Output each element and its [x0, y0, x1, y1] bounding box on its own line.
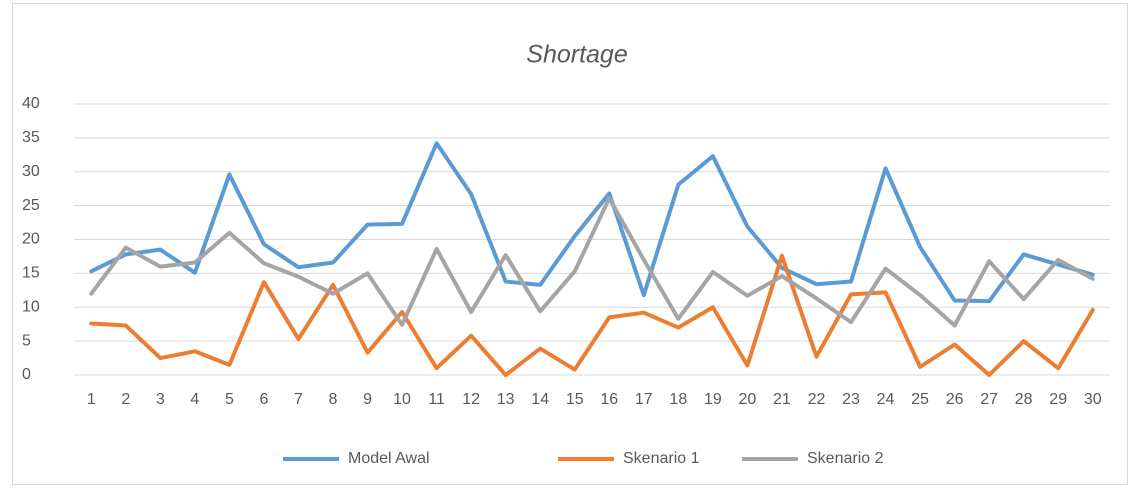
x-tick-label: 14 — [531, 391, 549, 408]
x-tick-label: 27 — [980, 391, 998, 408]
y-tick-label: 25 — [22, 197, 40, 214]
x-tick-label: 3 — [156, 391, 165, 408]
legend-label: Skenario 2 — [807, 450, 884, 467]
x-tick-label: 30 — [1084, 391, 1102, 408]
x-tick-label: 4 — [190, 391, 199, 408]
x-tick-label: 7 — [294, 391, 303, 408]
y-tick-label: 15 — [22, 265, 40, 282]
x-tick-label: 8 — [329, 391, 338, 408]
y-tick-label: 5 — [22, 332, 31, 349]
x-tick-label: 12 — [462, 391, 480, 408]
x-tick-label: 29 — [1049, 391, 1067, 408]
y-tick-label: 40 — [22, 95, 40, 112]
y-tick-label: 30 — [22, 163, 40, 180]
x-tick-label: 17 — [635, 391, 653, 408]
x-tick-label: 11 — [428, 391, 445, 408]
y-tick-label: 10 — [22, 298, 40, 315]
x-tick-label: 15 — [566, 391, 584, 408]
series-line — [89, 253, 1095, 377]
x-tick-label: 6 — [259, 391, 268, 408]
y-tick-label: 35 — [22, 129, 40, 146]
x-tick-label: 19 — [704, 391, 722, 408]
x-tick-label: 2 — [121, 391, 130, 408]
x-tick-label: 25 — [911, 391, 929, 408]
x-tick-label: 1 — [87, 391, 96, 408]
legend-label: Model Awal — [348, 450, 430, 467]
x-tick-label: 21 — [773, 391, 791, 408]
x-tick-label: 20 — [739, 391, 757, 408]
chart-title: Shortage — [526, 41, 627, 69]
y-tick-label: 20 — [22, 231, 40, 248]
x-tick-label: 18 — [669, 391, 687, 408]
x-tick-label: 13 — [497, 391, 515, 408]
x-tick-label: 28 — [1015, 391, 1033, 408]
x-tick-label: 10 — [393, 391, 411, 408]
x-tick-label: 23 — [842, 391, 860, 408]
x-tick-label: 22 — [808, 391, 826, 408]
y-tick-label: 0 — [22, 366, 31, 383]
x-tick-label: 9 — [363, 391, 372, 408]
series-line — [89, 196, 1095, 328]
x-tick-label: 5 — [225, 391, 234, 408]
legend-label: Skenario 1 — [623, 450, 700, 467]
x-tick-label: 16 — [600, 391, 618, 408]
x-tick-label: 24 — [877, 391, 895, 408]
series-line — [89, 141, 1095, 304]
x-tick-label: 26 — [946, 391, 964, 408]
